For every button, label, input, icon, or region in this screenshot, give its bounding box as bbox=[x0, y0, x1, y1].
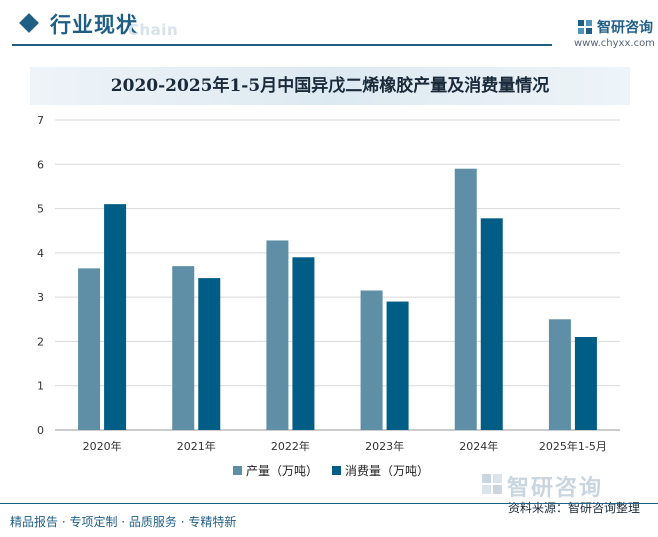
bar-consumption bbox=[198, 278, 221, 430]
footer-logo-text: 智研咨询 bbox=[507, 476, 604, 501]
y-tick-label: 3 bbox=[37, 291, 44, 304]
x-tick-label: 2021年 bbox=[177, 439, 216, 453]
x-tick-label: 2022年 bbox=[271, 439, 310, 453]
legend-swatch-production bbox=[233, 466, 242, 475]
y-tick-label: 0 bbox=[37, 424, 44, 437]
legend-swatch-consumption bbox=[332, 466, 341, 475]
y-tick-label: 6 bbox=[37, 158, 44, 171]
header-ghost-text: Chain bbox=[128, 21, 179, 39]
x-tick-label: 2023年 bbox=[365, 439, 404, 453]
bar-consumption bbox=[386, 301, 409, 430]
x-tick-label: 2020年 bbox=[83, 439, 122, 453]
brand-logo-icon bbox=[578, 20, 592, 34]
y-tick-label: 5 bbox=[37, 203, 44, 216]
chart-legend: 产量（万吨） 消费量（万吨） bbox=[0, 462, 658, 480]
chart-title-band bbox=[30, 67, 630, 105]
section-title: 行业现状 bbox=[50, 13, 138, 37]
footer-tagline: 精品报告 · 专项定制 · 品质服务 · 专精特新 bbox=[10, 515, 237, 529]
y-tick-label: 7 bbox=[37, 114, 44, 127]
brand-name: 智研咨询 bbox=[597, 20, 653, 36]
bar-consumption bbox=[292, 257, 315, 430]
bar-production bbox=[454, 168, 477, 430]
bar-consumption bbox=[104, 204, 127, 430]
bar-consumption bbox=[480, 218, 503, 430]
footer-logo-icon bbox=[482, 474, 502, 494]
legend-label-production: 产量（万吨） bbox=[246, 464, 319, 478]
x-tick-label: 2024年 bbox=[459, 439, 498, 453]
x-tick-label: 2025年1-5月 bbox=[539, 439, 607, 453]
y-tick-label: 4 bbox=[37, 247, 44, 260]
y-tick-label: 1 bbox=[37, 380, 44, 393]
bar-consumption bbox=[574, 337, 597, 430]
bar-production bbox=[266, 240, 289, 430]
bar-production bbox=[78, 268, 101, 430]
brand-url: www.chyxx.com bbox=[574, 38, 655, 49]
bar-production bbox=[360, 290, 383, 430]
bar-production bbox=[548, 319, 571, 430]
header-divider bbox=[12, 44, 552, 46]
page-header: 行业现状 Chain 智研咨询 www.chyxx.com bbox=[0, 0, 658, 52]
legend-label-consumption: 消费量（万吨） bbox=[345, 464, 430, 478]
y-tick-label: 2 bbox=[37, 335, 44, 348]
chart-title: 2020-2025年1-5月中国异戊二烯橡胶产量及消费量情况 bbox=[110, 76, 550, 96]
footer-divider bbox=[0, 503, 658, 504]
bar-production bbox=[172, 266, 195, 430]
data-source: 资料来源：智研咨询整理 bbox=[508, 501, 641, 515]
